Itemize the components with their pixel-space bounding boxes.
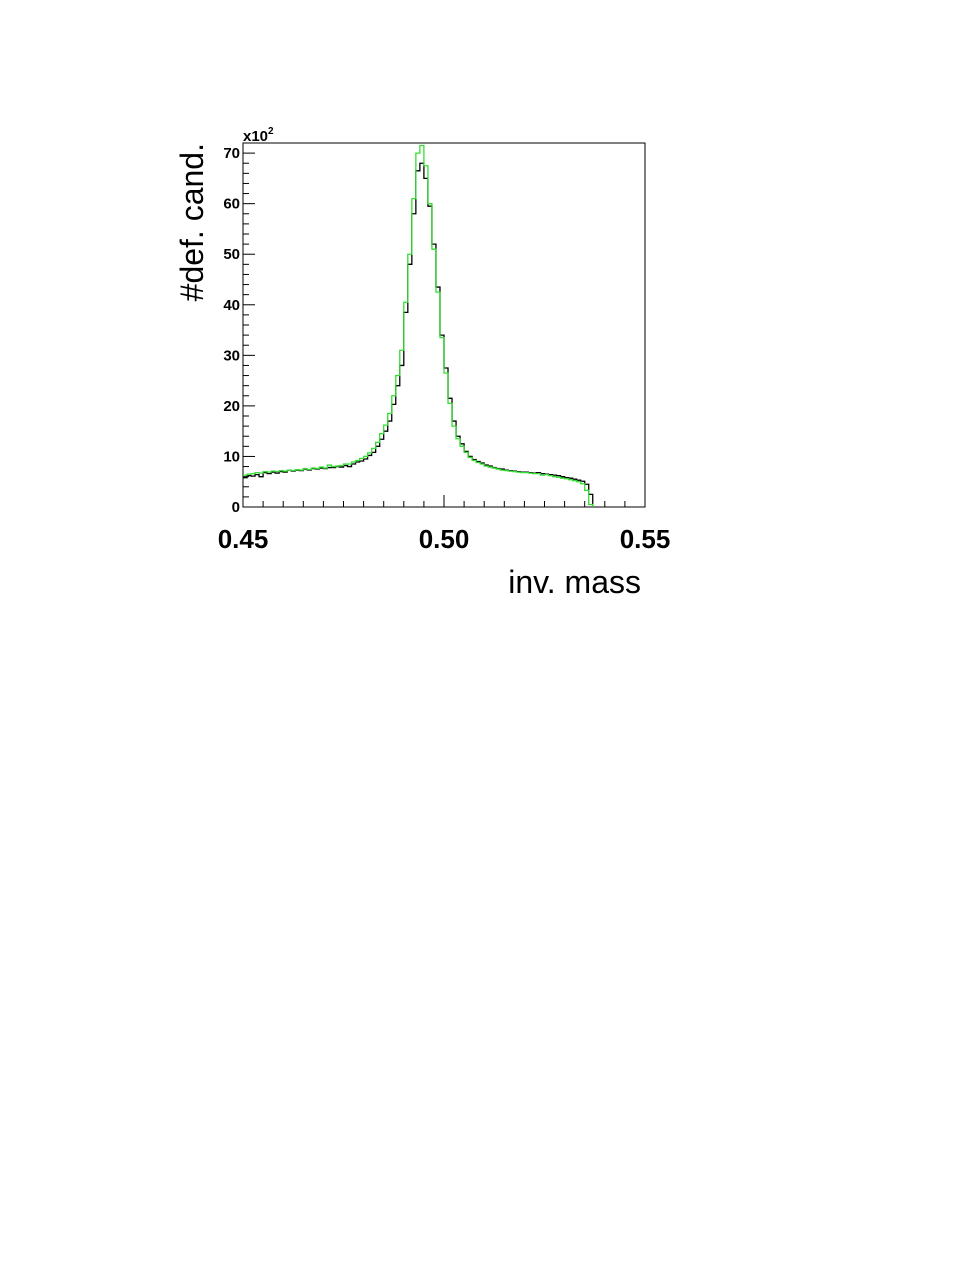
y-multiplier: x102 xyxy=(243,126,274,145)
y-multiplier-base: x10 xyxy=(243,128,268,145)
plot-frame xyxy=(242,142,646,508)
y-tick-label: 50 xyxy=(223,246,240,263)
plot-area xyxy=(242,142,646,508)
y-tick-label: 0 xyxy=(232,499,240,516)
x-axis-title: inv. mass xyxy=(508,564,641,600)
x-tick-label: 0.55 xyxy=(620,524,671,554)
y-axis-title: #def. cand. xyxy=(174,143,210,301)
y-tick-label: 60 xyxy=(223,196,240,213)
axes: 0.45 0.50 0.55 0 10 20 30 40 50 60 70 xyxy=(218,142,671,554)
y-tick-label: 70 xyxy=(223,145,240,162)
x-tick-label: 0.45 xyxy=(218,524,269,554)
x-tick-label: 0.50 xyxy=(419,524,470,554)
y-tick-label: 20 xyxy=(223,398,240,415)
series-layer xyxy=(243,144,594,507)
y-tick-label: 10 xyxy=(223,448,240,465)
y-tick-label: 40 xyxy=(223,297,240,314)
histogram-series-1 xyxy=(243,162,594,507)
histogram-series-2 xyxy=(243,144,594,507)
y-tick-label: 30 xyxy=(223,347,240,364)
y-multiplier-exponent: 2 xyxy=(268,126,274,137)
